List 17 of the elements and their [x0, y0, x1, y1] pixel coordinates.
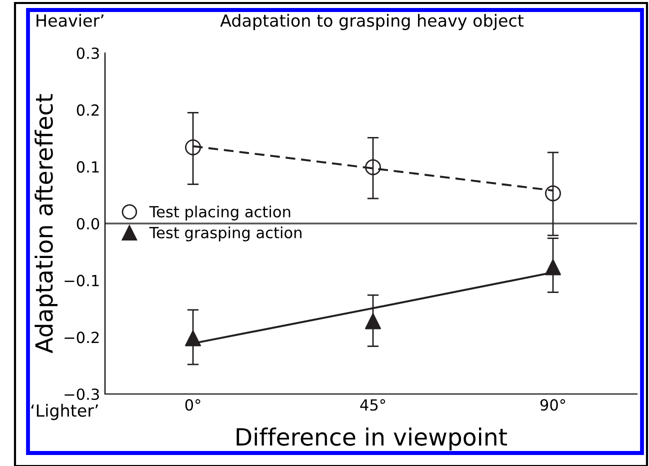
x-tick-label: 0°: [185, 399, 200, 411]
x-axis-title: Difference in viewpoint: [236, 428, 508, 450]
x-tick-label: 90°: [540, 399, 566, 411]
legend-label: Test grasping action: [149, 226, 302, 242]
y-tick-label: −0.1: [64, 274, 99, 286]
x-tick-label: 45°: [360, 399, 386, 411]
text: ‘Lighter’: [31, 404, 98, 420]
text: Heavier’: [36, 14, 104, 27]
y-tick-label: 0.3: [76, 47, 99, 60]
y-tick-label: 0.1: [76, 161, 99, 173]
legend-label: Test placing action: [149, 206, 290, 220]
y-axis-title: Adaptation aftereffect: [34, 94, 58, 354]
y-tick-label: 0.2: [76, 104, 99, 116]
y-tick-label: −0.3: [64, 388, 99, 400]
y-tick-label: 0.0: [76, 218, 100, 230]
chart-title: Adaptation to grasping heavy object: [220, 14, 524, 30]
y-tick-label: −0.2: [64, 332, 99, 344]
